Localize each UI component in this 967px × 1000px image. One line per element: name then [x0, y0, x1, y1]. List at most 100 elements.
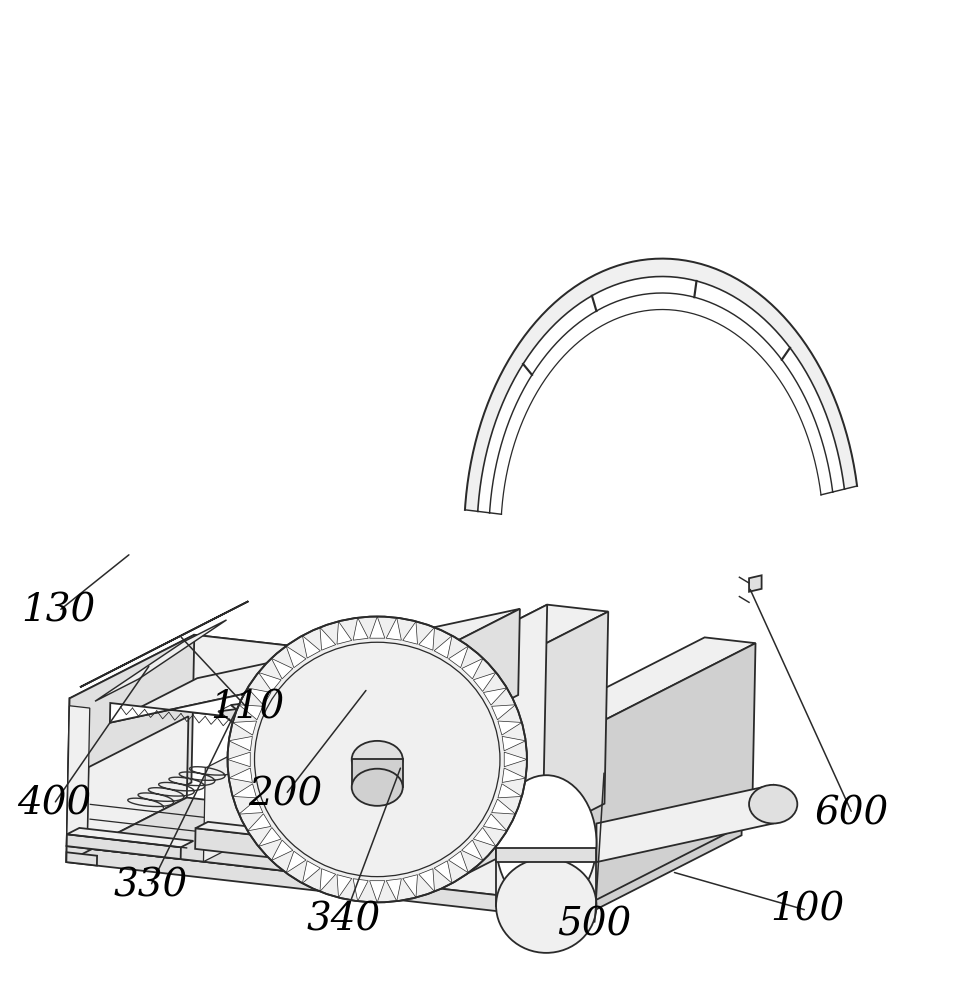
- Polygon shape: [353, 879, 368, 901]
- Polygon shape: [95, 620, 226, 701]
- Polygon shape: [449, 646, 468, 668]
- Polygon shape: [67, 834, 181, 859]
- Polygon shape: [419, 869, 434, 891]
- Polygon shape: [431, 609, 520, 739]
- Polygon shape: [491, 705, 515, 720]
- Polygon shape: [67, 828, 193, 847]
- Polygon shape: [195, 822, 365, 846]
- Polygon shape: [203, 720, 299, 862]
- Polygon shape: [377, 689, 442, 888]
- Text: 600: 600: [815, 795, 890, 832]
- Polygon shape: [465, 259, 857, 511]
- Polygon shape: [434, 636, 452, 658]
- Polygon shape: [67, 706, 90, 837]
- Polygon shape: [233, 721, 256, 735]
- Ellipse shape: [227, 617, 527, 902]
- Polygon shape: [227, 752, 250, 767]
- Ellipse shape: [496, 858, 597, 953]
- Polygon shape: [386, 618, 401, 640]
- Polygon shape: [491, 799, 515, 814]
- Polygon shape: [67, 635, 194, 846]
- Polygon shape: [303, 861, 320, 883]
- Polygon shape: [231, 700, 272, 728]
- Text: 330: 330: [113, 868, 188, 905]
- Polygon shape: [402, 875, 418, 897]
- Polygon shape: [461, 840, 484, 860]
- Polygon shape: [80, 601, 249, 687]
- Polygon shape: [419, 627, 434, 650]
- Polygon shape: [539, 637, 755, 728]
- Polygon shape: [191, 635, 480, 815]
- Polygon shape: [352, 667, 480, 879]
- Polygon shape: [67, 761, 742, 904]
- Polygon shape: [484, 814, 507, 831]
- Polygon shape: [498, 721, 522, 735]
- Ellipse shape: [352, 741, 402, 778]
- Polygon shape: [502, 768, 526, 782]
- Polygon shape: [248, 814, 271, 831]
- Polygon shape: [67, 698, 355, 879]
- Polygon shape: [219, 706, 259, 735]
- Polygon shape: [337, 621, 352, 644]
- Polygon shape: [369, 617, 385, 638]
- Polygon shape: [337, 875, 352, 897]
- Polygon shape: [496, 848, 597, 862]
- Polygon shape: [258, 672, 281, 691]
- Polygon shape: [303, 636, 320, 658]
- Polygon shape: [386, 879, 401, 901]
- Polygon shape: [504, 752, 527, 767]
- Polygon shape: [258, 827, 281, 846]
- Polygon shape: [67, 852, 97, 866]
- Polygon shape: [461, 658, 484, 679]
- Polygon shape: [438, 612, 608, 888]
- Polygon shape: [478, 276, 844, 513]
- Polygon shape: [110, 609, 520, 723]
- Polygon shape: [352, 759, 402, 787]
- Text: 110: 110: [210, 689, 284, 726]
- Polygon shape: [381, 605, 608, 696]
- Polygon shape: [87, 798, 431, 876]
- Ellipse shape: [496, 775, 597, 910]
- Polygon shape: [320, 627, 336, 650]
- Polygon shape: [473, 672, 496, 691]
- Polygon shape: [286, 646, 306, 668]
- Polygon shape: [320, 869, 336, 891]
- Polygon shape: [272, 658, 293, 679]
- Text: 200: 200: [249, 776, 323, 813]
- Polygon shape: [239, 705, 263, 720]
- Text: 130: 130: [21, 593, 96, 630]
- Polygon shape: [449, 851, 468, 873]
- Polygon shape: [369, 881, 385, 902]
- Polygon shape: [377, 605, 547, 881]
- Polygon shape: [575, 819, 742, 920]
- Polygon shape: [248, 688, 271, 705]
- Text: 100: 100: [770, 892, 844, 929]
- Polygon shape: [67, 846, 575, 920]
- Polygon shape: [402, 621, 418, 644]
- Polygon shape: [239, 799, 263, 814]
- Text: 400: 400: [16, 786, 91, 823]
- Polygon shape: [229, 768, 252, 782]
- Polygon shape: [597, 785, 774, 862]
- Polygon shape: [67, 761, 233, 862]
- Polygon shape: [749, 575, 762, 592]
- Ellipse shape: [749, 785, 798, 823]
- Polygon shape: [229, 736, 252, 751]
- Polygon shape: [502, 736, 526, 751]
- Text: 340: 340: [307, 902, 381, 939]
- Polygon shape: [195, 828, 352, 867]
- Polygon shape: [535, 722, 589, 905]
- Polygon shape: [233, 784, 256, 798]
- Polygon shape: [286, 851, 306, 873]
- Polygon shape: [496, 843, 597, 906]
- Text: 500: 500: [557, 906, 631, 943]
- Polygon shape: [272, 840, 293, 860]
- Polygon shape: [434, 861, 452, 883]
- Polygon shape: [110, 653, 432, 739]
- Polygon shape: [87, 716, 189, 848]
- Ellipse shape: [352, 769, 402, 806]
- Polygon shape: [484, 688, 507, 705]
- Polygon shape: [353, 618, 368, 640]
- Polygon shape: [586, 643, 755, 905]
- Polygon shape: [473, 827, 496, 846]
